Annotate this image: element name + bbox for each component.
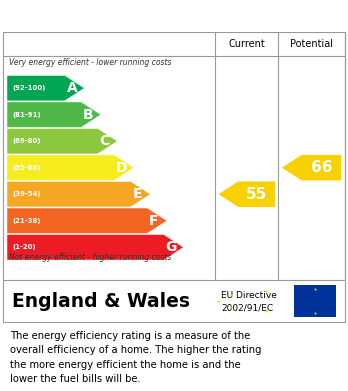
Text: Current: Current: [228, 39, 265, 49]
Text: 2002/91/EC: 2002/91/EC: [221, 303, 273, 312]
Text: (21-38): (21-38): [12, 218, 41, 224]
Text: (55-68): (55-68): [12, 165, 40, 171]
Text: Not energy efficient - higher running costs: Not energy efficient - higher running co…: [9, 253, 171, 262]
Text: Very energy efficient - lower running costs: Very energy efficient - lower running co…: [9, 58, 171, 67]
Polygon shape: [7, 128, 118, 154]
Polygon shape: [282, 155, 341, 181]
Text: C: C: [100, 134, 110, 148]
Polygon shape: [219, 181, 275, 207]
Text: (1-20): (1-20): [12, 244, 36, 250]
Text: A: A: [66, 81, 77, 95]
Text: (69-80): (69-80): [12, 138, 41, 144]
Text: England & Wales: England & Wales: [12, 292, 190, 310]
Text: D: D: [116, 161, 127, 175]
Polygon shape: [7, 102, 101, 127]
Polygon shape: [7, 181, 151, 207]
Polygon shape: [7, 155, 134, 181]
Text: (39-54): (39-54): [12, 191, 41, 197]
Text: Potential: Potential: [290, 39, 333, 49]
Polygon shape: [7, 208, 167, 233]
Text: G: G: [166, 240, 177, 254]
Polygon shape: [7, 235, 183, 260]
Text: EU Directive: EU Directive: [221, 291, 277, 300]
Text: 66: 66: [310, 160, 332, 175]
Text: E: E: [133, 187, 142, 201]
Text: 55: 55: [246, 187, 267, 202]
Text: (81-91): (81-91): [12, 112, 41, 118]
Text: (92-100): (92-100): [12, 85, 46, 91]
Text: B: B: [83, 108, 94, 122]
Text: Energy Efficiency Rating: Energy Efficiency Rating: [10, 9, 220, 24]
Text: The energy efficiency rating is a measure of the
overall efficiency of a home. T: The energy efficiency rating is a measur…: [10, 331, 262, 384]
Text: F: F: [149, 214, 159, 228]
Polygon shape: [7, 75, 85, 101]
Bar: [294, 285, 336, 317]
